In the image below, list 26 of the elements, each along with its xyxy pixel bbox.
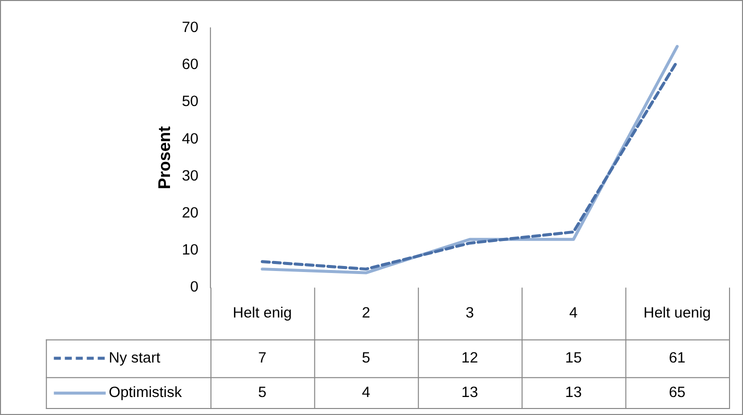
y-tick-label: 30 — [182, 167, 198, 184]
y-tick-label: 60 — [182, 56, 198, 74]
data-label: 5 — [362, 349, 370, 366]
data-label: 4 — [362, 384, 370, 402]
data-label: 13 — [461, 384, 478, 402]
legend-label: Ny start — [108, 349, 162, 366]
x-tick-label: 2 — [362, 304, 370, 322]
data-label: 12 — [461, 349, 478, 366]
x-tick-label: Helt uenig — [644, 304, 711, 322]
y-tick-label: 40 — [182, 130, 198, 148]
data-label: 61 — [668, 349, 686, 366]
data-label: 15 — [565, 349, 582, 366]
y-tick-label: 70 — [182, 19, 198, 36]
data-label: 7 — [258, 349, 266, 366]
x-tick-label: 3 — [466, 304, 474, 322]
data-label: 13 — [565, 384, 582, 402]
y-tick-label: 20 — [182, 204, 198, 222]
y-tick-label: 0 — [190, 278, 198, 296]
x-tick-label: 4 — [569, 304, 578, 322]
legend-label: Optimistisk — [108, 384, 182, 402]
data-label: 65 — [668, 384, 686, 402]
y-tick-label: 50 — [182, 93, 198, 110]
data-label: 5 — [258, 384, 266, 402]
y-tick-label: 10 — [182, 242, 198, 259]
x-tick-label: Helt enig — [232, 304, 292, 322]
y-axis-title: Prosent — [155, 126, 174, 190]
